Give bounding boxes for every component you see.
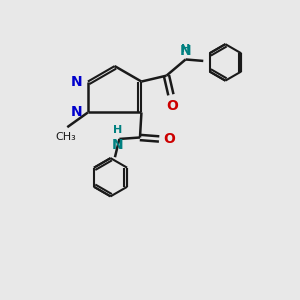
Text: N: N xyxy=(112,138,124,152)
Text: H: H xyxy=(181,44,190,54)
Text: N: N xyxy=(71,106,82,119)
Text: N: N xyxy=(180,44,191,58)
Text: H: H xyxy=(113,124,122,134)
Text: O: O xyxy=(164,132,175,146)
Text: CH₃: CH₃ xyxy=(56,132,76,142)
Text: N: N xyxy=(71,74,82,88)
Text: O: O xyxy=(167,99,178,113)
